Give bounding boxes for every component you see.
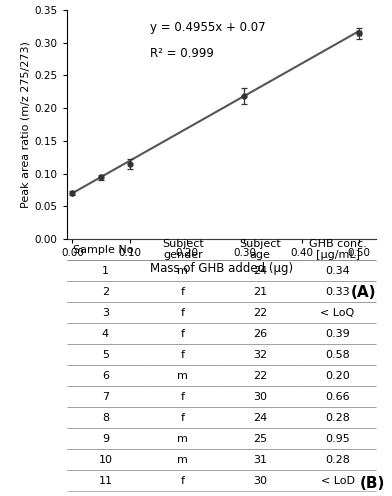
Text: y = 0.4955x + 0.07: y = 0.4955x + 0.07 — [150, 21, 266, 34]
Text: (A): (A) — [351, 285, 376, 300]
Text: (B): (B) — [360, 476, 386, 491]
Y-axis label: Peak area ratio (m/z 275/273): Peak area ratio (m/z 275/273) — [20, 41, 30, 208]
Text: R² = 0.999: R² = 0.999 — [150, 47, 214, 60]
X-axis label: Mass of GHB added (µg): Mass of GHB added (µg) — [150, 262, 293, 275]
